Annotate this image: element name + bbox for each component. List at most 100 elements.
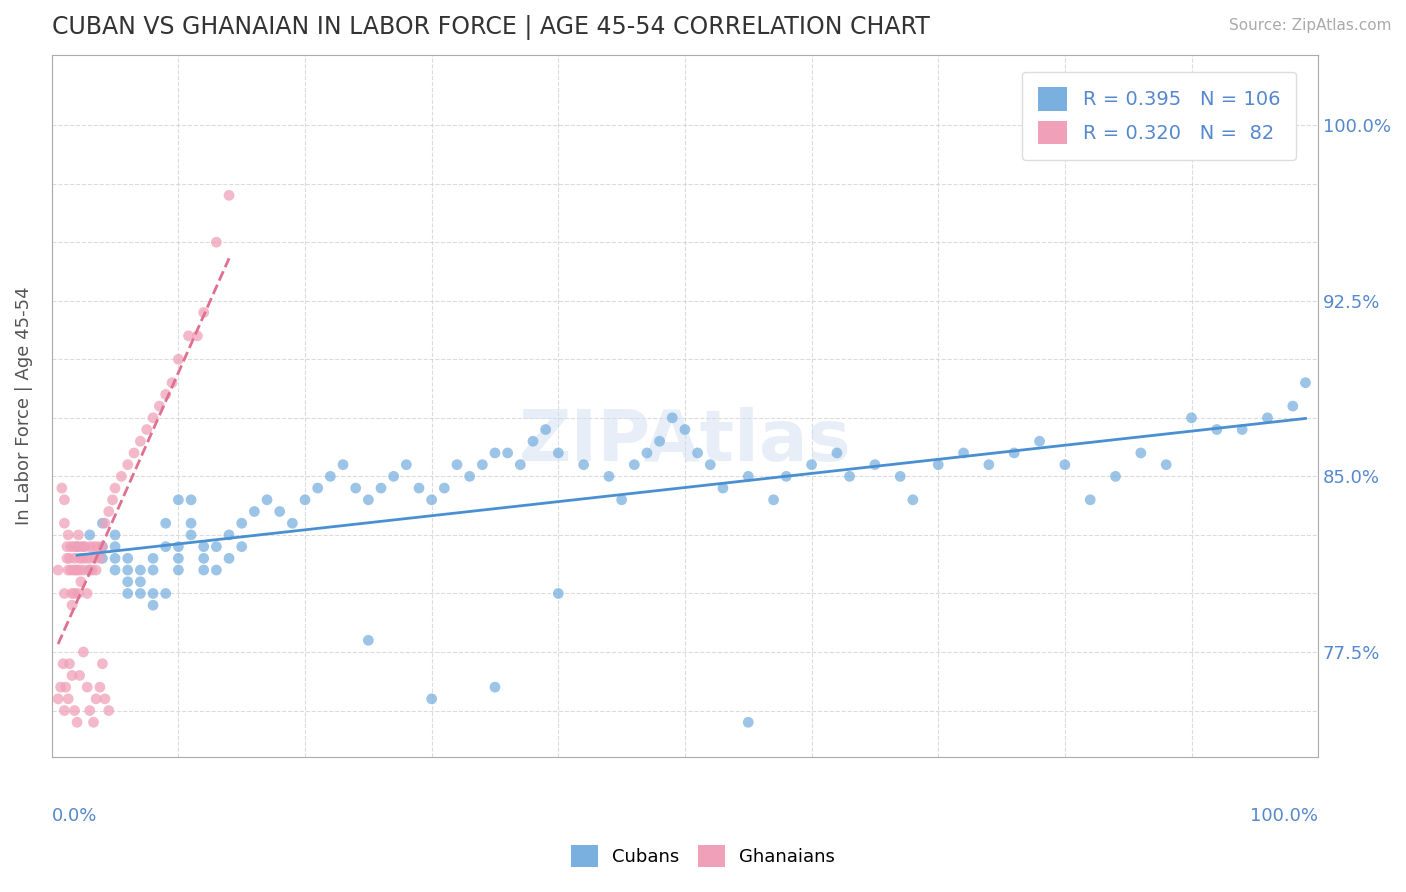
Point — [104, 528, 127, 542]
Point — [66, 715, 89, 730]
Point — [65, 563, 87, 577]
Point — [72, 645, 94, 659]
Point — [269, 504, 291, 518]
Point — [661, 410, 683, 425]
Point — [496, 446, 519, 460]
Point — [800, 458, 823, 472]
Point — [77, 563, 100, 577]
Point — [142, 586, 165, 600]
Point — [977, 458, 1000, 472]
Point — [52, 657, 75, 671]
Point — [218, 528, 240, 542]
Point — [357, 492, 380, 507]
Point — [83, 715, 105, 730]
Point — [231, 540, 253, 554]
Point — [60, 598, 83, 612]
Point — [357, 633, 380, 648]
Point — [167, 352, 190, 367]
Point — [762, 492, 785, 507]
Point — [53, 586, 76, 600]
Point — [1154, 458, 1177, 472]
Point — [193, 540, 215, 554]
Point — [155, 586, 177, 600]
Point — [863, 458, 886, 472]
Point — [84, 563, 107, 577]
Point — [46, 691, 69, 706]
Point — [177, 329, 200, 343]
Point — [79, 551, 101, 566]
Point — [46, 563, 69, 577]
Point — [155, 540, 177, 554]
Point — [72, 540, 94, 554]
Point — [59, 540, 82, 554]
Point — [294, 492, 316, 507]
Point — [76, 586, 98, 600]
Point — [1129, 446, 1152, 460]
Point — [67, 586, 90, 600]
Point — [60, 586, 83, 600]
Point — [148, 399, 170, 413]
Point — [167, 563, 190, 577]
Point — [636, 446, 658, 460]
Point — [1002, 446, 1025, 460]
Point — [775, 469, 797, 483]
Y-axis label: In Labor Force | Age 45-54: In Labor Force | Age 45-54 — [15, 287, 32, 525]
Point — [193, 305, 215, 319]
Point — [686, 446, 709, 460]
Point — [180, 528, 202, 542]
Point — [62, 563, 84, 577]
Point — [55, 680, 77, 694]
Point — [83, 551, 105, 566]
Point — [58, 528, 80, 542]
Point — [205, 540, 228, 554]
Point — [484, 680, 506, 694]
Point — [408, 481, 430, 495]
Point — [825, 446, 848, 460]
Point — [66, 540, 89, 554]
Point — [547, 446, 569, 460]
Point — [167, 540, 190, 554]
Point — [69, 563, 91, 577]
Point — [1281, 399, 1303, 413]
Point — [56, 540, 79, 554]
Point — [534, 423, 557, 437]
Point — [59, 563, 82, 577]
Point — [129, 434, 152, 449]
Point — [73, 540, 96, 554]
Point — [63, 586, 86, 600]
Point — [70, 540, 93, 554]
Point — [89, 680, 111, 694]
Point — [70, 574, 93, 589]
Point — [446, 458, 468, 472]
Point — [598, 469, 620, 483]
Point — [91, 540, 114, 554]
Point — [53, 704, 76, 718]
Point — [91, 540, 114, 554]
Point — [927, 458, 949, 472]
Point — [420, 492, 443, 507]
Point — [79, 540, 101, 554]
Point — [142, 410, 165, 425]
Point — [142, 563, 165, 577]
Point — [711, 481, 734, 495]
Point — [58, 691, 80, 706]
Point — [129, 563, 152, 577]
Point — [547, 586, 569, 600]
Point — [458, 469, 481, 483]
Text: CUBAN VS GHANAIAN IN LABOR FORCE | AGE 45-54 CORRELATION CHART: CUBAN VS GHANAIAN IN LABOR FORCE | AGE 4… — [52, 15, 929, 40]
Point — [522, 434, 544, 449]
Point — [104, 551, 127, 566]
Point — [395, 458, 418, 472]
Point — [484, 446, 506, 460]
Point — [1230, 423, 1253, 437]
Point — [193, 551, 215, 566]
Point — [97, 704, 120, 718]
Point — [117, 551, 139, 566]
Point — [104, 481, 127, 495]
Point — [737, 715, 759, 730]
Text: Source: ZipAtlas.com: Source: ZipAtlas.com — [1229, 18, 1392, 33]
Point — [129, 574, 152, 589]
Point — [420, 691, 443, 706]
Point — [142, 551, 165, 566]
Point — [53, 492, 76, 507]
